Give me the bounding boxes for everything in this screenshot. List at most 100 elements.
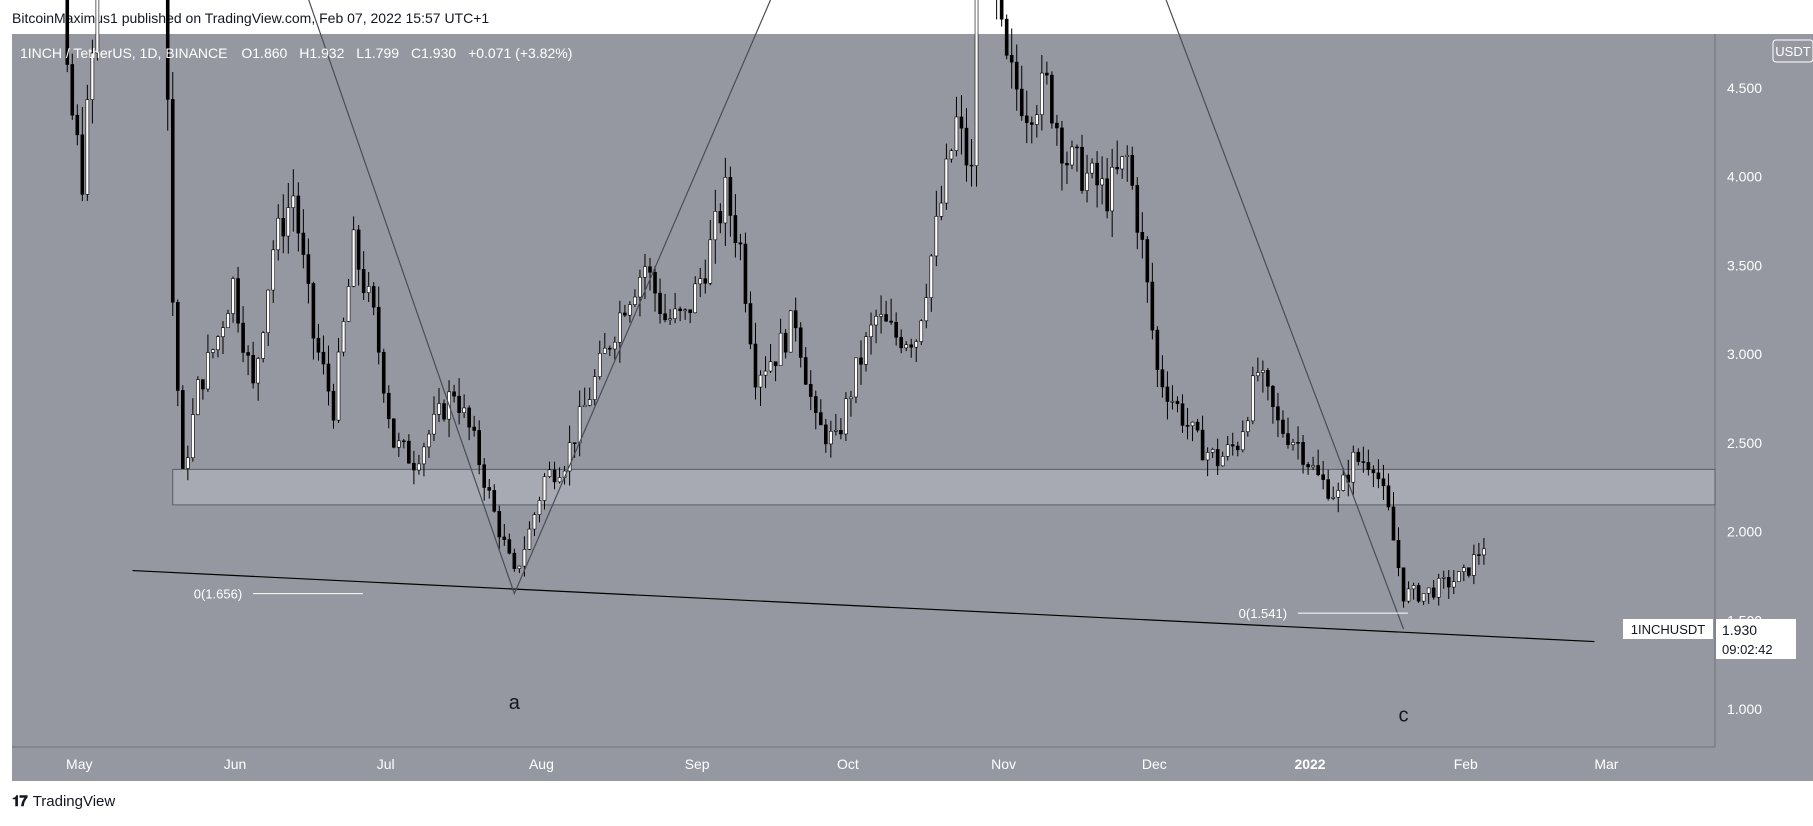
candle-body (703, 278, 708, 284)
candle (1261, 360, 1265, 393)
candle (597, 340, 602, 380)
candle (236, 266, 240, 333)
candle (1281, 410, 1285, 438)
currency-badge[interactable]: USDT (1772, 39, 1813, 63)
candle (1190, 421, 1195, 442)
candle-body (397, 440, 401, 448)
candle (889, 298, 893, 325)
candle-body (602, 347, 607, 354)
candle-body (1125, 154, 1130, 157)
candle (592, 369, 597, 406)
time-axis[interactable] (12, 747, 1715, 781)
candle-body (1256, 372, 1260, 377)
candle-body (251, 355, 255, 384)
candle-body (849, 396, 853, 400)
time-tick-label: Jun (224, 756, 247, 772)
footer[interactable]: 𝟏𝟕 TradingView (12, 793, 115, 810)
candle (1185, 407, 1190, 440)
candle (1120, 155, 1125, 179)
candle-body (482, 464, 487, 488)
candle-body (653, 271, 657, 294)
candle-body (1326, 479, 1330, 499)
candle-body (1090, 162, 1094, 174)
candle (1180, 394, 1185, 433)
candle-body (964, 127, 969, 166)
candle (557, 467, 562, 484)
high-label: H (299, 45, 309, 61)
candle-body (1316, 465, 1320, 476)
candle-body (1095, 162, 1099, 186)
candle-body (839, 429, 843, 435)
candle-body (196, 379, 200, 415)
candle-body (1291, 442, 1295, 446)
candle-body (597, 353, 602, 377)
candle (170, 71, 175, 317)
candle (341, 317, 346, 357)
candle (175, 299, 180, 407)
plot-background (12, 34, 1715, 747)
candle (668, 309, 672, 325)
candle-body (1240, 431, 1245, 451)
candle-body (236, 278, 240, 324)
candle-body (1361, 461, 1366, 463)
candle (321, 335, 326, 375)
time-tick-label: Aug (529, 756, 554, 772)
candle (351, 216, 356, 288)
candle-body (949, 150, 954, 160)
low-value: 1.799 (364, 45, 399, 61)
candle-body (321, 351, 326, 365)
candle (422, 442, 426, 477)
candle-body (181, 390, 185, 469)
candle-body (773, 361, 778, 367)
candle (1055, 114, 1059, 146)
candle-body (693, 283, 698, 314)
candle-body (1281, 419, 1285, 434)
candle (547, 461, 552, 479)
candle-body (929, 255, 934, 298)
candle (839, 417, 843, 440)
candle-body (934, 216, 939, 257)
candle (65, 0, 70, 73)
candle-body (552, 469, 557, 483)
candle-body (326, 363, 331, 392)
candle (929, 254, 934, 312)
symbol-info: 1INCH / TetherUS, 1D, BINANCE O1.860 H1.… (20, 45, 572, 61)
candle (1316, 449, 1320, 477)
candle (628, 301, 632, 323)
candle (1411, 582, 1416, 600)
candle-body (1080, 146, 1084, 191)
candle-body (1416, 585, 1421, 602)
candle (1441, 570, 1446, 589)
candle (1110, 148, 1114, 238)
candle (934, 190, 939, 267)
candle-body (798, 327, 803, 358)
candle-body (708, 239, 713, 284)
candle (1205, 447, 1210, 477)
candle-body (1105, 178, 1109, 212)
candle (311, 281, 316, 360)
candle-body (1286, 433, 1290, 446)
candle (1100, 156, 1104, 205)
candle (1451, 570, 1456, 595)
candle (1040, 55, 1044, 131)
candle (969, 138, 974, 187)
candle (1341, 467, 1346, 492)
candle-body (899, 336, 903, 349)
candle (1401, 567, 1406, 608)
candle-body (316, 337, 321, 353)
candle (1246, 416, 1250, 437)
candle-body (1477, 554, 1481, 556)
candle-body (412, 462, 416, 471)
time-tick-label: May (66, 756, 92, 772)
candle-body (638, 277, 642, 298)
countdown-value: 09:02:42 (1722, 642, 1773, 657)
candle-body (175, 301, 180, 391)
candle (472, 415, 476, 437)
candle (452, 384, 456, 403)
candle-body (894, 321, 898, 338)
candle (718, 203, 723, 234)
candle (778, 318, 783, 367)
candle (1070, 140, 1074, 170)
candle (246, 345, 250, 376)
